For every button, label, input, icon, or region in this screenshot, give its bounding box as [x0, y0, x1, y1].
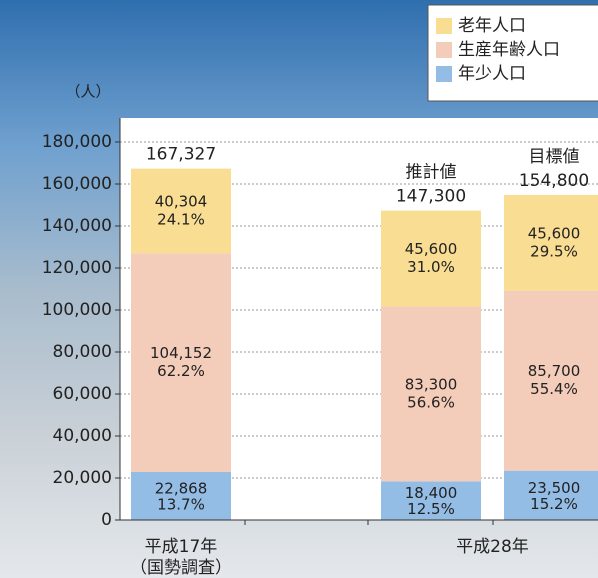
y-tick-label: 20,000 [53, 468, 112, 488]
percent-label: 24.1% [157, 210, 205, 228]
legend-swatch [436, 18, 452, 34]
y-tick-label: 60,000 [53, 384, 112, 404]
percent-label: 62.2% [157, 362, 205, 380]
y-tick-label: 160,000 [42, 174, 112, 194]
x-group-label: 平成28年 [456, 537, 529, 557]
bar-header: 推計値 [406, 163, 457, 183]
y-tick-label: 40,000 [53, 426, 112, 446]
y-unit: （人） [65, 83, 110, 101]
percent-label: 15.2% [530, 495, 578, 513]
y-tick-label: 80,000 [53, 342, 112, 362]
value-label: 83,300 [405, 375, 458, 393]
legend-swatch [436, 42, 452, 58]
percent-label: 13.7% [157, 495, 205, 513]
y-tick-label: 140,000 [42, 216, 112, 236]
x-group-note: （国勢調査） [130, 558, 232, 578]
percent-label: 56.6% [407, 393, 455, 411]
y-tick-label: 100,000 [42, 300, 112, 320]
legend-swatch [436, 66, 452, 82]
total-label: 167,327 [146, 145, 216, 165]
value-label: 104,152 [150, 344, 212, 362]
x-group-label: 平成17年 [145, 537, 218, 557]
percent-label: 12.5% [407, 500, 455, 518]
legend-label: 年少人口 [458, 64, 526, 84]
value-label: 85,700 [528, 362, 581, 380]
value-label: 45,600 [528, 224, 581, 242]
y-tick-label: 180,000 [42, 132, 112, 152]
percent-label: 55.4% [530, 380, 578, 398]
total-label: 154,800 [519, 171, 589, 191]
total-label: 147,300 [396, 187, 466, 207]
value-label: 40,304 [155, 192, 208, 210]
legend-label: 生産年齢人口 [458, 40, 560, 60]
page: （人） 0 20,000 40,000 60,000 80,000 100,000 120,… [0, 0, 598, 578]
value-label: 45,600 [405, 240, 458, 258]
y-tick-label: 120,000 [42, 258, 112, 278]
chart: （人） 0 20,000 40,000 60,000 80,000 100,000 120,… [0, 0, 598, 578]
percent-label: 29.5% [530, 242, 578, 260]
bar-header: 目標値 [529, 147, 580, 167]
percent-label: 31.0% [407, 258, 455, 276]
y-tick-label: 0 [101, 510, 112, 530]
legend-label: 老年人口 [458, 16, 526, 36]
